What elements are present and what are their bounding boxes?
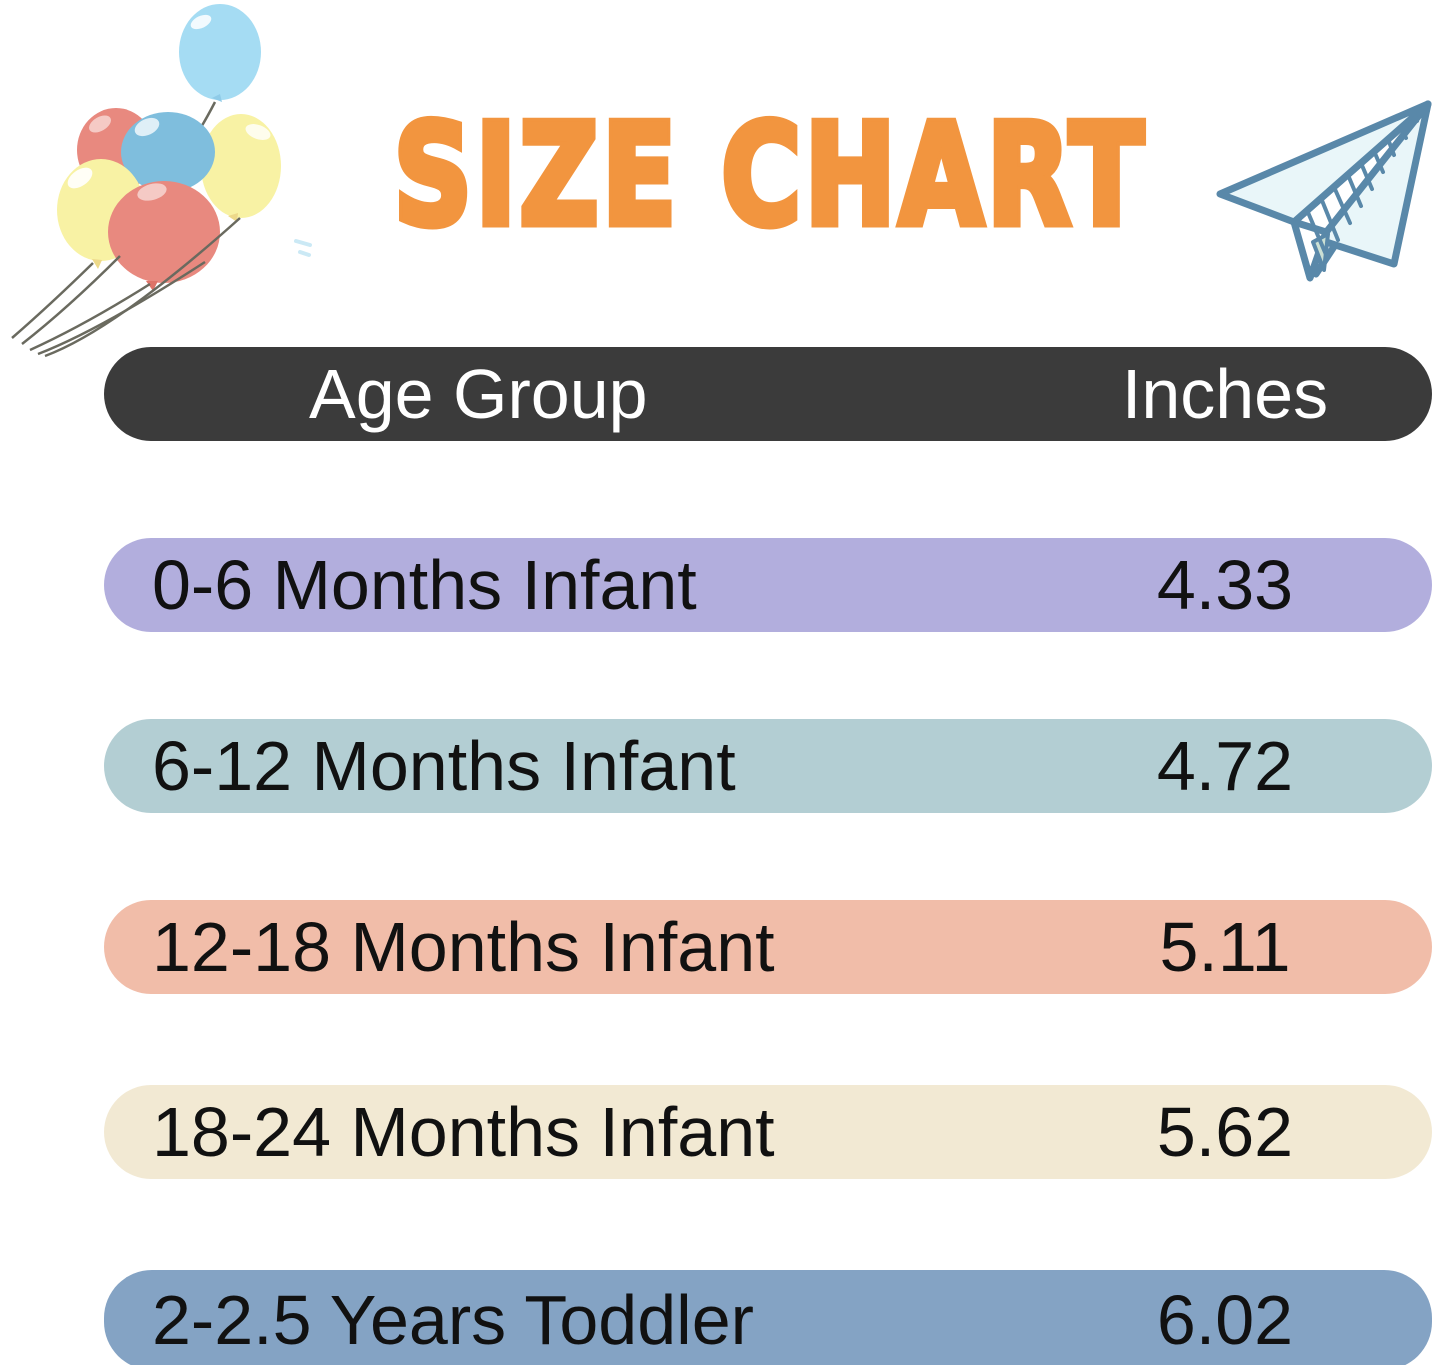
- balloons-icon: [11, 4, 312, 358]
- table-header: Age Group Inches: [104, 347, 1432, 441]
- age-group-label: 18-24 Months Infant: [152, 1093, 775, 1171]
- paper-plane-icon: [1216, 100, 1432, 282]
- column-header-age-group: Age Group: [309, 355, 648, 433]
- inches-value: 5.62: [1156, 1093, 1294, 1171]
- table-row-18-24-months: 18-24 Months Infant 5.62: [104, 1085, 1432, 1179]
- table-row-2-2p5-years: 2-2.5 Years Toddler 6.02: [104, 1270, 1432, 1365]
- inches-value: 6.02: [1156, 1281, 1294, 1359]
- inches-value: 5.11: [1159, 908, 1291, 986]
- page-title-text: SIZE CHART: [390, 89, 1147, 260]
- age-group-label: 12-18 Months Infant: [152, 908, 775, 986]
- column-header-inches: Inches: [1121, 355, 1329, 433]
- inches-value: 4.72: [1156, 727, 1294, 805]
- page-title: SIZE CHART: [380, 89, 1160, 260]
- age-group-label: 0-6 Months Infant: [152, 546, 697, 624]
- age-group-label: 6-12 Months Infant: [152, 727, 736, 805]
- table-row-12-18-months: 12-18 Months Infant 5.11: [104, 900, 1432, 994]
- inches-value: 4.33: [1156, 546, 1294, 624]
- age-group-label: 2-2.5 Years Toddler: [152, 1281, 754, 1359]
- table-row-0-6-months: 0-6 Months Infant 4.33: [104, 538, 1432, 632]
- table-row-6-12-months: 6-12 Months Infant 4.72: [104, 719, 1432, 813]
